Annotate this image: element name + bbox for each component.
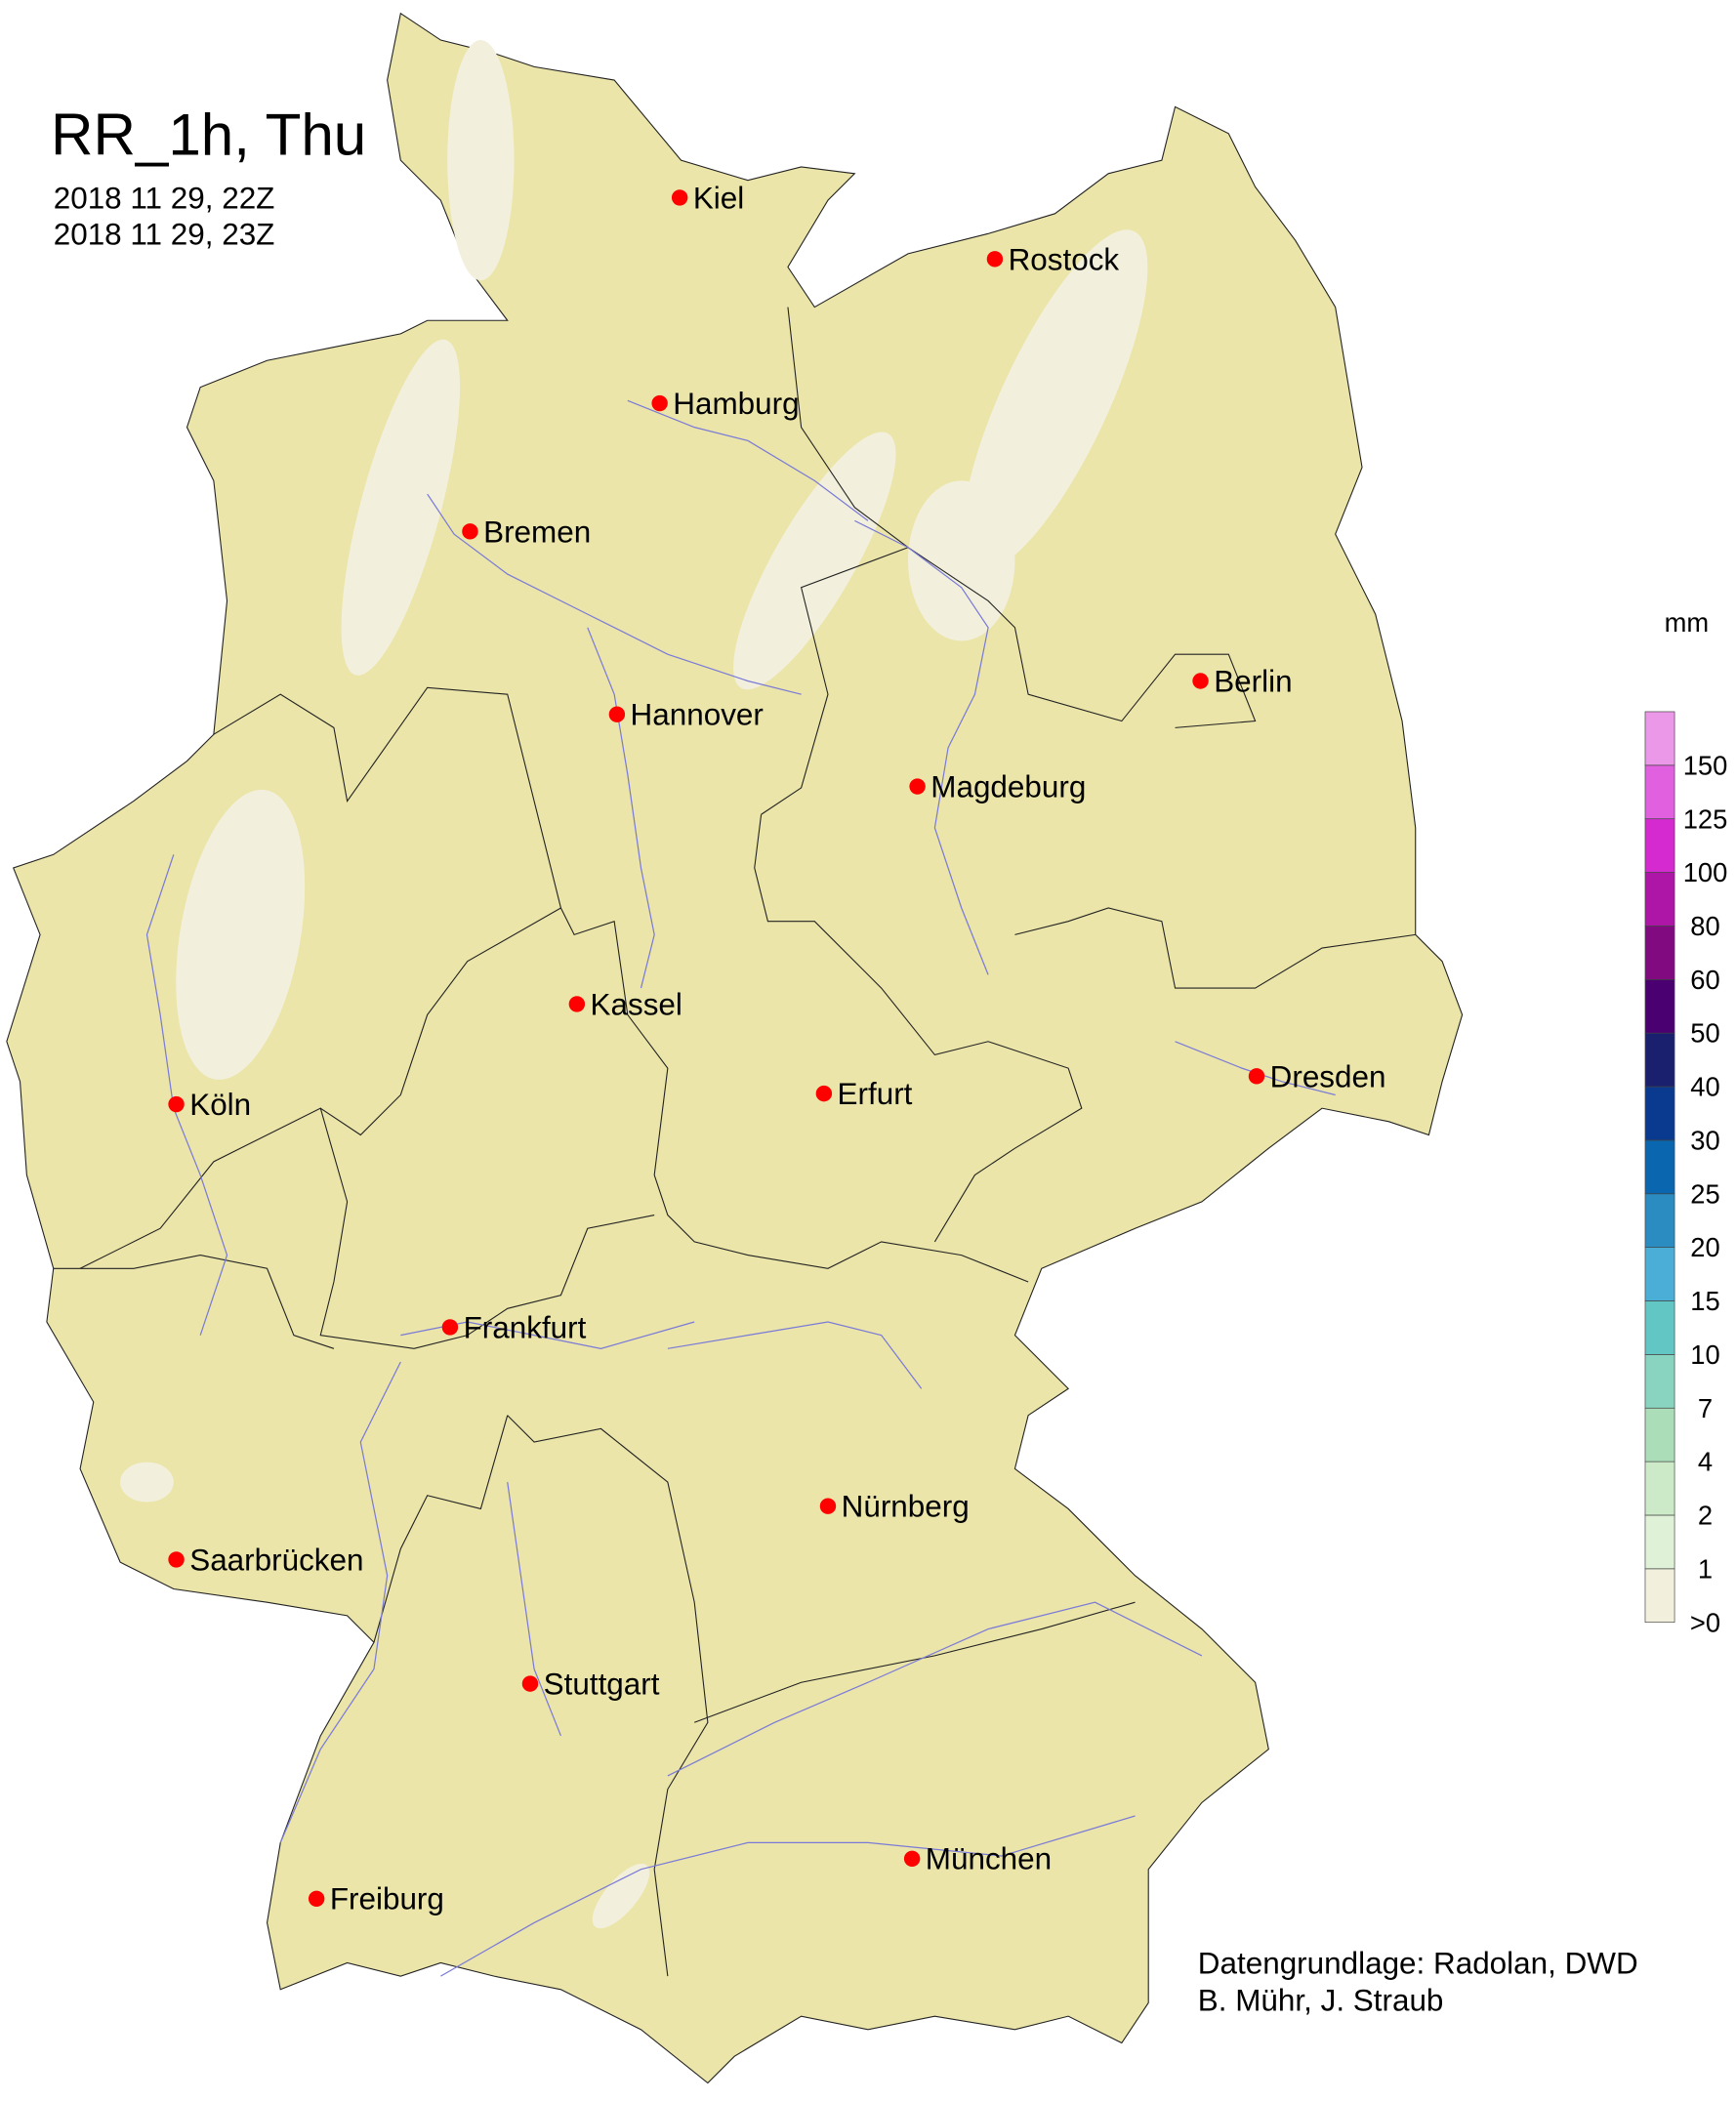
city-marker-dot — [608, 706, 626, 722]
city-marker-dot — [1248, 1068, 1265, 1085]
city-label: Stuttgart — [544, 1668, 660, 1702]
legend-swatch — [1644, 1086, 1675, 1141]
city-label: Magdeburg — [930, 769, 1086, 803]
city-label: Kassel — [591, 987, 682, 1021]
legend-swatch — [1644, 1461, 1675, 1516]
city-label: Rostock — [1009, 242, 1120, 276]
legend-label: 25 — [1690, 1178, 1719, 1209]
city-marker-dot — [568, 996, 586, 1012]
city-kiel: Kiel — [671, 181, 744, 215]
legend-swatch — [1644, 764, 1675, 820]
legend-swatch — [1644, 926, 1675, 980]
legend-label: 40 — [1690, 1072, 1719, 1102]
light-precipitation-areas — [120, 40, 1148, 1929]
city-saarbrücken: Saarbrücken — [168, 1543, 363, 1577]
color-legend: mm >0 1 2 4 7 10 15 20 25 30 40 50 60 80 100 125 150 — [1644, 607, 1728, 1637]
city-label: Dresden — [1270, 1059, 1386, 1093]
city-marker-dot — [903, 1850, 921, 1867]
legend-swatch — [1644, 872, 1675, 927]
city-markers: Kiel Rostock Hamburg Bremen Berlin Hannover Ma… — [168, 181, 1385, 1916]
legend-label: 15 — [1690, 1286, 1719, 1316]
city-marker-dot — [815, 1085, 833, 1102]
city-rostock: Rostock — [986, 242, 1120, 276]
city-köln: Köln — [168, 1088, 251, 1122]
valid-time-end: 2018 11 29, 23Z — [54, 217, 275, 251]
germany-landmass — [6, 12, 1464, 2084]
city-kassel: Kassel — [568, 987, 682, 1021]
city-label: Kiel — [693, 181, 744, 215]
state-borders — [53, 307, 1416, 1977]
legend-swatch — [1644, 1354, 1675, 1409]
credits-line-1: Datengrundlage: Radolan, DWD — [1198, 1946, 1638, 1980]
legend-swatch — [1644, 1247, 1675, 1301]
legend-unit: mm — [1665, 607, 1710, 638]
legend-label: 7 — [1698, 1393, 1713, 1423]
city-hannover: Hannover — [608, 698, 764, 732]
city-münchen: München — [903, 1842, 1052, 1876]
legend-label: 150 — [1683, 750, 1728, 780]
valid-time-start: 2018 11 29, 22Z — [54, 181, 275, 215]
legend-swatch — [1644, 1568, 1675, 1624]
city-label: Freiburg — [330, 1882, 444, 1916]
city-marker-dot — [651, 394, 668, 412]
legend-label: 1 — [1698, 1553, 1713, 1584]
city-marker-dot — [462, 523, 478, 540]
city-marker-dot — [909, 778, 926, 795]
map-title: RR_1h, Thu — [51, 103, 366, 168]
legend-label: 100 — [1683, 857, 1728, 887]
legend-label: 30 — [1690, 1125, 1719, 1155]
legend-swatch — [1644, 978, 1675, 1034]
legend-label: 125 — [1683, 803, 1728, 834]
city-label: Saarbrücken — [189, 1543, 363, 1577]
legend-label: 20 — [1690, 1232, 1719, 1262]
credits-line-2: B. Mühr, J. Straub — [1198, 1984, 1444, 2018]
city-label: Nürnberg — [842, 1490, 970, 1524]
city-bremen: Bremen — [462, 515, 591, 549]
legend-swatch — [1644, 1032, 1675, 1088]
city-label: Hamburg — [673, 387, 799, 421]
city-nürnberg: Nürnberg — [819, 1490, 970, 1524]
city-label: München — [926, 1842, 1052, 1876]
legend-swatch — [1644, 818, 1675, 873]
legend-swatch — [1644, 1139, 1675, 1195]
legend-label: 50 — [1690, 1018, 1719, 1049]
legend-swatch — [1644, 711, 1675, 766]
legend-swatch — [1644, 1407, 1675, 1462]
city-label: Bremen — [483, 515, 591, 549]
city-freiburg: Freiburg — [308, 1882, 444, 1916]
city-label: Hannover — [631, 698, 764, 732]
city-hamburg: Hamburg — [651, 387, 800, 421]
legend-label: 4 — [1698, 1447, 1713, 1477]
city-marker-dot — [441, 1319, 459, 1336]
legend-label: 80 — [1690, 911, 1719, 941]
city-label: Berlin — [1214, 664, 1292, 698]
city-marker-dot — [168, 1551, 185, 1568]
city-marker-dot — [671, 189, 688, 206]
legend-swatch — [1644, 1193, 1675, 1248]
city-erfurt: Erfurt — [815, 1077, 913, 1111]
city-marker-dot — [819, 1498, 837, 1514]
legend-swatch — [1644, 1514, 1675, 1570]
legend-label: 2 — [1698, 1501, 1713, 1531]
legend-label: >0 — [1690, 1607, 1720, 1637]
city-marker-dot — [1192, 673, 1209, 689]
city-marker-dot — [986, 251, 1004, 268]
city-label: Frankfurt — [464, 1310, 587, 1344]
city-stuttgart: Stuttgart — [521, 1668, 660, 1702]
city-label: Köln — [189, 1088, 251, 1122]
legend-swatch — [1644, 1300, 1675, 1355]
city-dresden: Dresden — [1248, 1059, 1386, 1093]
legend-label: 60 — [1690, 965, 1719, 995]
city-frankfurt: Frankfurt — [441, 1310, 587, 1344]
city-berlin: Berlin — [1192, 664, 1293, 698]
city-marker-dot — [168, 1095, 185, 1113]
legend-label: 10 — [1690, 1339, 1719, 1370]
city-label: Erfurt — [838, 1077, 913, 1111]
city-marker-dot — [308, 1890, 325, 1908]
city-magdeburg: Magdeburg — [909, 769, 1086, 803]
city-marker-dot — [521, 1675, 539, 1692]
